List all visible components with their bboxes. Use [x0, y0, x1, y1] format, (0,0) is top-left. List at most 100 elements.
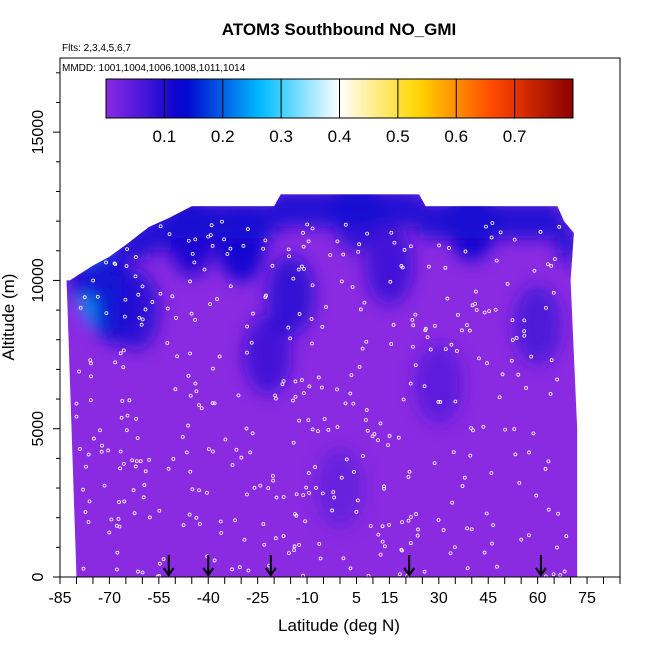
observation-point: [400, 520, 404, 525]
y-axis-label: Altitude (m): [0, 274, 18, 361]
observation-point: [118, 351, 123, 356]
observation-point: [469, 527, 474, 532]
observation-point: [471, 428, 475, 433]
observation-point: [134, 255, 138, 259]
observation-point: [465, 566, 470, 571]
upper-band-segment: [69, 261, 95, 298]
observation-point: [225, 252, 230, 256]
upper-band-segment: [557, 217, 566, 254]
observation-point: [335, 425, 340, 429]
observation-point: [245, 227, 250, 232]
observation-point: [351, 469, 356, 474]
observation-point: [118, 222, 123, 227]
x-axis-label: Latitude (deg N): [278, 616, 400, 635]
observation-point: [436, 399, 441, 404]
observation-point: [219, 531, 224, 535]
observation-point: [190, 487, 195, 492]
observation-point: [450, 500, 455, 505]
colorbar-tick-label: 0.4: [328, 127, 352, 146]
observation-point: [512, 427, 517, 431]
observation-point: [432, 461, 437, 466]
colorbar-tick-label: 0.2: [211, 127, 235, 146]
feature-blob: [243, 314, 292, 395]
observation-point: [106, 448, 111, 453]
observation-point: [188, 393, 193, 398]
observation-point: [546, 459, 551, 464]
observation-point: [460, 484, 465, 488]
observation-point: [296, 267, 301, 272]
observation-point: [158, 291, 163, 296]
x-tick-label: 15: [381, 590, 399, 607]
observation-point: [408, 541, 413, 545]
observation-point: [188, 279, 192, 284]
observation-point: [413, 363, 418, 368]
observation-point: [399, 264, 404, 268]
observation-point: [291, 440, 296, 445]
x-tick-label: -55: [147, 590, 170, 607]
observation-point: [302, 267, 306, 271]
observation-point: [482, 550, 487, 555]
observation-point: [262, 542, 267, 547]
flights-note: Flts: 2,3,4,5,6,7: [62, 43, 131, 54]
observation-point: [245, 492, 249, 497]
observation-point: [551, 290, 556, 295]
observation-point: [532, 268, 537, 273]
observation-point: [236, 393, 241, 398]
y-tick-label: 0: [30, 572, 47, 581]
observation-point: [78, 447, 82, 451]
observation-point: [348, 391, 353, 396]
flight-arrows: [162, 555, 547, 577]
observation-point: [140, 570, 145, 575]
observation-point: [487, 309, 492, 313]
observation-point: [400, 548, 404, 553]
observation-point: [341, 556, 346, 561]
observation-point: [141, 495, 146, 500]
observation-point: [114, 567, 119, 572]
observation-point: [292, 548, 296, 553]
observation-point: [113, 245, 118, 250]
observation-point: [134, 417, 139, 421]
y-axis: 0 5000 10000 15000: [30, 72, 60, 581]
observation-point: [211, 366, 215, 371]
x-tick-label: 75: [578, 590, 596, 607]
observation-point: [286, 247, 291, 252]
upper-band-segment: [280, 194, 342, 227]
observation-point: [297, 418, 302, 423]
upper-band-segment: [191, 202, 244, 239]
flight-arrow: [162, 555, 175, 577]
feature-blob: [316, 448, 364, 529]
observation-point: [425, 335, 430, 340]
observation-point: [317, 541, 322, 546]
observation-point: [104, 260, 108, 265]
observation-point: [366, 573, 371, 577]
colorbar-ticks: 0.1 0.2 0.3 0.4 0.5 0.6 0.7: [153, 79, 526, 146]
observation-point: [121, 365, 126, 370]
observation-point: [546, 507, 551, 512]
observation-point: [95, 294, 100, 299]
observation-point: [365, 428, 370, 433]
observation-point: [136, 292, 141, 297]
observation-point: [396, 435, 401, 440]
observation-point: [192, 260, 197, 265]
observation-point: [320, 324, 325, 329]
observation-point: [190, 251, 195, 256]
observation-point: [522, 318, 527, 323]
observation-point: [245, 350, 249, 355]
observation-point: [524, 386, 528, 390]
observation-point: [460, 328, 464, 333]
observation-point: [364, 408, 369, 412]
observation-point: [301, 230, 305, 235]
observation-points: [74, 219, 569, 577]
observation-point: [119, 415, 124, 420]
observation-point: [271, 474, 275, 478]
x-tick-label: 5: [352, 590, 361, 607]
observation-point: [131, 488, 136, 493]
x-tick-label: 30: [430, 590, 448, 607]
observation-point: [514, 335, 519, 340]
observation-point: [343, 222, 348, 227]
observation-point: [293, 394, 298, 399]
observation-point: [500, 372, 505, 377]
x-axis: -85 -70 -55 -40 -25 -10 5 15 30 45 60 75: [48, 577, 621, 607]
flight-arrow: [403, 555, 415, 577]
observation-point: [161, 557, 166, 562]
